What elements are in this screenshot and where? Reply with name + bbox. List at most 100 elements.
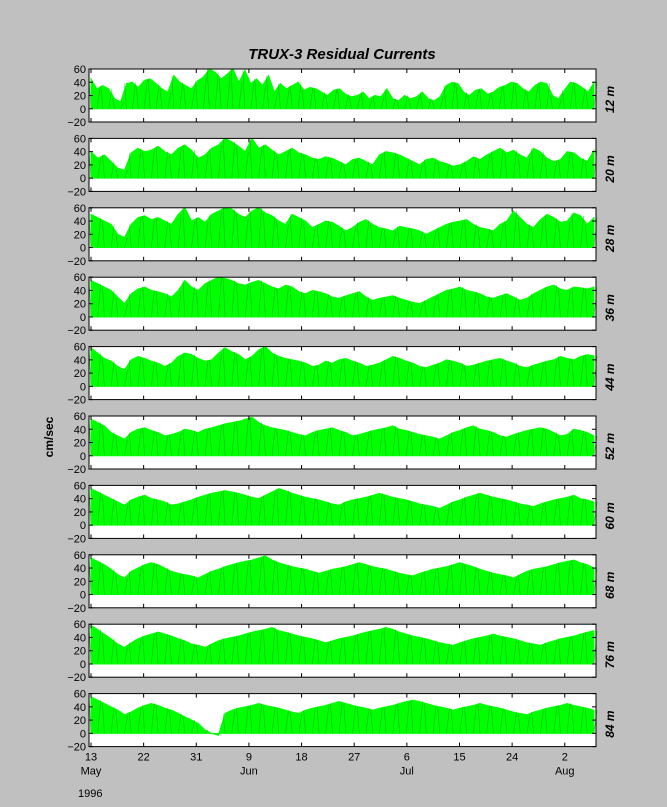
- current-stick: [169, 434, 172, 456]
- current-stick: [540, 151, 544, 179]
- current-stick: [218, 733, 222, 736]
- y-tick-label: 0: [80, 243, 86, 255]
- current-stick: [553, 640, 558, 664]
- current-stick: [231, 710, 236, 734]
- y-tick-label: 0: [80, 728, 86, 740]
- current-stick: [262, 85, 266, 109]
- current-stick: [191, 430, 195, 456]
- current-stick: [356, 222, 360, 248]
- current-stick: [214, 72, 219, 109]
- current-stick: [151, 703, 155, 734]
- current-stick: [155, 432, 159, 456]
- current-stick: [517, 503, 521, 526]
- current-stick: [365, 161, 370, 179]
- current-stick: [504, 293, 508, 317]
- current-stick: [204, 729, 209, 734]
- current-stick: [236, 708, 239, 734]
- current-stick: [486, 430, 490, 456]
- current-stick: [155, 83, 160, 109]
- current-stick: [222, 423, 226, 456]
- current-stick: [209, 427, 213, 456]
- current-stick: [437, 227, 441, 248]
- current-stick: [218, 569, 222, 595]
- current-stick: [538, 82, 542, 109]
- current-stick: [276, 289, 280, 317]
- current-stick: [584, 224, 588, 248]
- y-tick-label: 60: [74, 619, 86, 631]
- current-stick: [226, 74, 231, 109]
- current-stick: [360, 92, 364, 109]
- current-stick: [196, 577, 199, 595]
- current-stick: [222, 278, 226, 317]
- current-stick: [558, 98, 562, 109]
- current-stick: [222, 566, 226, 595]
- current-area: [90, 345, 595, 387]
- current-stick: [491, 92, 494, 109]
- current-stick: [151, 562, 155, 595]
- current-stick: [303, 710, 306, 734]
- current-stick: [263, 495, 266, 526]
- current-stick: [446, 435, 450, 456]
- y-tick-label: 0: [80, 520, 86, 532]
- current-stick: [177, 290, 182, 317]
- current-stick: [356, 634, 360, 664]
- current-stick: [289, 85, 293, 109]
- current-stick: [110, 161, 115, 179]
- current-stick: [392, 295, 397, 317]
- current-stick: [100, 85, 104, 109]
- current-stick: [191, 150, 195, 179]
- current-stick: [499, 498, 504, 526]
- current-stick: [244, 419, 249, 456]
- current-stick: [580, 706, 584, 734]
- current-stick: [544, 361, 548, 387]
- current-stick: [338, 568, 343, 595]
- current-stick: [276, 562, 280, 595]
- current-stick: [222, 713, 226, 734]
- current-stick: [352, 361, 356, 387]
- current-stick: [231, 351, 236, 387]
- current-stick: [491, 230, 494, 248]
- depth-label: 12 m: [603, 85, 617, 113]
- current-stick: [514, 83, 518, 109]
- current-stick: [276, 154, 280, 179]
- current-stick: [416, 96, 420, 109]
- current-stick: [271, 706, 276, 734]
- current-stick: [298, 495, 303, 526]
- current-stick: [372, 95, 376, 109]
- current-stick: [553, 359, 558, 387]
- current-stick: [271, 353, 276, 387]
- current-stick: [110, 290, 115, 317]
- current-stick: [316, 499, 320, 526]
- current-stick: [472, 638, 477, 664]
- current-stick: [571, 705, 575, 734]
- current-stick: [191, 720, 195, 734]
- current-stick: [164, 221, 169, 248]
- current-stick: [487, 94, 491, 109]
- current-stick: [356, 498, 360, 526]
- current-stick: [531, 227, 534, 248]
- current-stick: [437, 293, 441, 317]
- current-area: [90, 696, 595, 736]
- current-stick: [204, 283, 209, 317]
- current-stick: [352, 636, 356, 664]
- current-stick: [249, 356, 253, 387]
- y-tick-label: −20: [67, 395, 86, 407]
- current-stick: [128, 432, 132, 456]
- current-stick: [504, 152, 508, 179]
- current-stick: [177, 148, 182, 179]
- current-stick: [383, 427, 387, 456]
- current-stick: [491, 151, 494, 179]
- current-stick: [330, 297, 333, 317]
- x-tick-label: 13: [85, 752, 97, 764]
- current-stick: [424, 367, 427, 387]
- y-tick-label: 60: [74, 480, 86, 492]
- current-stick: [428, 98, 432, 109]
- current-stick: [526, 92, 530, 109]
- current-stick: [231, 280, 236, 317]
- current-stick: [383, 627, 387, 664]
- current-stick: [370, 710, 373, 734]
- current-stick: [459, 430, 464, 456]
- current-stick: [405, 701, 410, 734]
